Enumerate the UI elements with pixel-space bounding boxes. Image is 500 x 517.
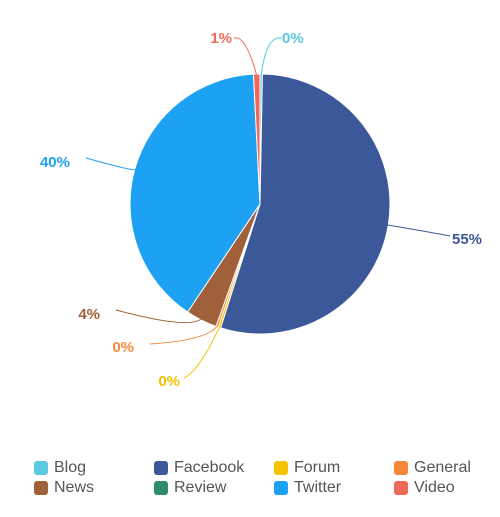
- connector-twitter: [85, 157, 137, 171]
- connector-video: [233, 37, 258, 77]
- legend-swatch-video: [394, 480, 408, 495]
- legend-swatch-twitter: [274, 480, 288, 495]
- connector-news: [115, 309, 203, 324]
- legend-label-video: Video: [414, 478, 455, 496]
- slice-twitter[interactable]: [129, 73, 261, 313]
- legend-label-twitter: Twitter: [294, 478, 342, 496]
- legend-label-review: Review: [174, 478, 227, 496]
- legend-item-facebook[interactable]: Facebook: [154, 458, 274, 477]
- legend-swatch-news: [34, 480, 48, 495]
- data-labels: 0% 55% 0% 0% 4% 40% 1%: [40, 30, 482, 390]
- data-label-video: 1%: [210, 30, 232, 47]
- legend-item-general[interactable]: General: [394, 458, 500, 477]
- legend-swatch-general: [394, 460, 408, 475]
- legend-swatch-review: [154, 480, 168, 495]
- legend-item-forum[interactable]: Forum: [274, 458, 394, 477]
- data-label-news: 4%: [78, 306, 100, 323]
- data-label-general: 0%: [112, 339, 134, 356]
- legend-label-facebook: Facebook: [174, 458, 245, 476]
- legend-item-twitter[interactable]: Twitter: [274, 478, 394, 497]
- data-label-forum: 0%: [158, 373, 180, 390]
- legend-swatch-facebook: [154, 460, 168, 475]
- legend-item-blog[interactable]: Blog: [34, 458, 154, 477]
- legend-swatch-forum: [274, 460, 288, 475]
- legend-item-video[interactable]: Video: [394, 478, 500, 497]
- legend-item-news[interactable]: News: [34, 478, 154, 497]
- legend-label-forum: Forum: [294, 458, 341, 476]
- pie-chart: 0% 55% 0% 0% 4% 40% 1%: [40, 30, 482, 390]
- data-label-blog: 0%: [282, 30, 304, 47]
- connector-general: [149, 324, 219, 345]
- label-connectors: [85, 37, 451, 379]
- pie-slices: [129, 73, 391, 335]
- connector-blog: [260, 37, 283, 77]
- legend: Blog Facebook Forum General News Review Twitte…: [34, 458, 484, 497]
- legend-item-review[interactable]: Review: [154, 478, 274, 497]
- legend-label-blog: Blog: [54, 458, 87, 476]
- connector-forum: [183, 325, 221, 379]
- data-label-facebook: 55%: [452, 231, 482, 248]
- legend-swatch-blog: [34, 460, 48, 475]
- legend-label-news: News: [54, 478, 95, 496]
- connector-facebook: [386, 224, 451, 237]
- legend-label-general: General: [414, 458, 471, 476]
- data-label-twitter: 40%: [40, 154, 70, 171]
